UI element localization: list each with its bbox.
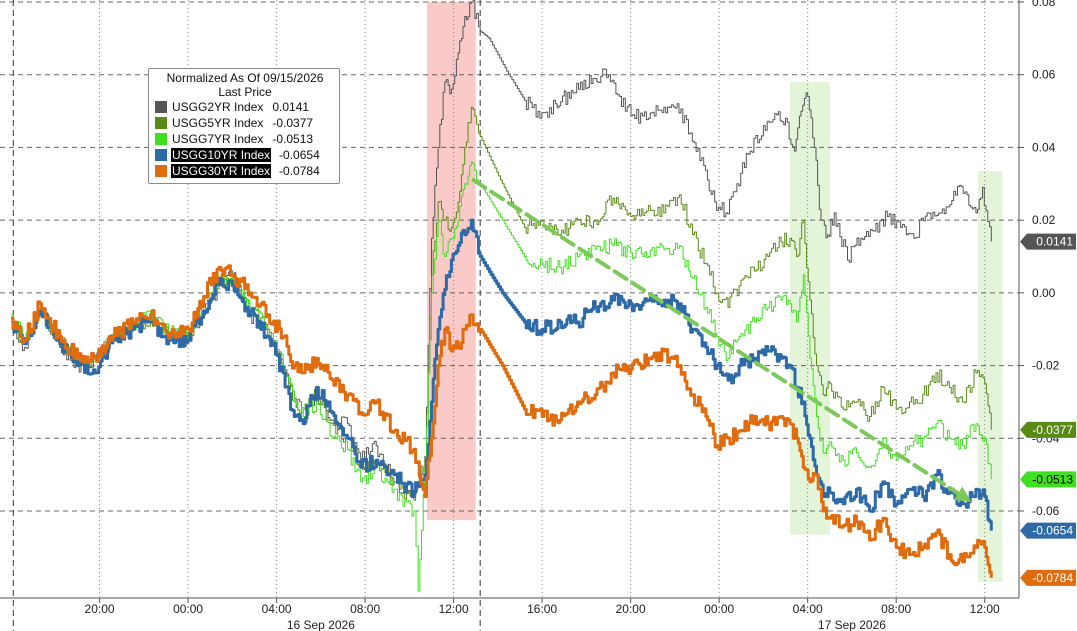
- legend-entry-2yr: USGG2YR Index 0.0141: [155, 99, 335, 115]
- x-tick-label: 08:00: [350, 602, 380, 616]
- last-value-tag: -0.0654: [1020, 522, 1076, 539]
- last-value-tag-label: -0.0513: [1032, 472, 1073, 486]
- series-lines: [11, 0, 993, 592]
- last-value-tag: -0.0784: [1020, 569, 1076, 586]
- legend-swatch: [155, 149, 167, 161]
- x-tick-label: 12:00: [970, 602, 1000, 616]
- legend-swatch: [155, 117, 167, 129]
- series-line: [11, 264, 993, 578]
- trend-arrow-head: [953, 486, 972, 502]
- legend-entry-7yr: USGG7YR Index -0.0513: [155, 131, 335, 147]
- highlight-band: [789, 81, 830, 535]
- last-value-tag-label: -0.0377: [1032, 423, 1073, 437]
- legend-series-value: -0.0377: [272, 116, 314, 130]
- x-tick-label: 04:00: [262, 602, 292, 616]
- legend-entry-5yr: USGG5YR Index -0.0377: [155, 115, 335, 131]
- legend: Normalized As Of 09/15/2026 Last Price U…: [148, 68, 340, 184]
- last-value-tag-bg: [1020, 421, 1076, 438]
- grid-lines: [0, 0, 1019, 631]
- legend-series-name: USGG5YR Index: [172, 116, 264, 130]
- date-label: 16 Sep 2026: [287, 618, 355, 631]
- legend-entry-30yr: USGG30YR Index -0.0784: [155, 163, 335, 179]
- legend-series-value: -0.0654: [279, 148, 320, 162]
- legend-swatch: [155, 133, 167, 145]
- y-tick-label: 0.00: [1032, 286, 1056, 300]
- x-tick-label: 08:00: [881, 602, 911, 616]
- y-tick-label: -0.02: [1032, 359, 1060, 373]
- last-value-tag: 0.0141: [1020, 233, 1076, 250]
- legend-series-name: USGG7YR Index: [172, 132, 264, 146]
- x-tick-label: 20:00: [85, 602, 115, 616]
- x-tick-label: 00:00: [173, 602, 203, 616]
- series-line: [11, 218, 993, 531]
- legend-series-name: USGG2YR Index: [172, 100, 264, 114]
- y-tick-label: 0.04: [1032, 140, 1056, 154]
- trend-arrow: [471, 178, 972, 502]
- x-tick-label: 00:00: [704, 602, 734, 616]
- x-tick-label: 12:00: [439, 602, 469, 616]
- legend-series-name: USGG30YR Index: [171, 164, 272, 178]
- y-tick-label: -0.06: [1032, 504, 1060, 518]
- y-tick-label: 0.02: [1032, 213, 1056, 227]
- last-value-tag-label: -0.0654: [1032, 524, 1073, 538]
- last-value-tag-bg: [1020, 471, 1076, 488]
- highlight-bands: [427, 2, 1003, 582]
- last-value-tag-label: 0.0141: [1036, 235, 1073, 249]
- legend-entry-10yr: USGG10YR Index -0.0654: [155, 147, 335, 163]
- legend-series-value: -0.0784: [279, 164, 320, 178]
- y-tick-label: 0.06: [1032, 68, 1056, 82]
- x-tick-label: 04:00: [793, 602, 823, 616]
- y-tick-label: 0.08: [1032, 0, 1056, 9]
- legend-header: Normalized As Of 09/15/2026: [166, 71, 324, 85]
- x-tick-label: 16:00: [527, 602, 557, 616]
- date-label: 17 Sep 2026: [818, 618, 886, 631]
- legend-series-name: USGG10YR Index: [171, 148, 272, 162]
- last-value-tag: -0.0377: [1020, 421, 1076, 438]
- last-value-tag-bg: [1020, 233, 1076, 250]
- last-value-tag: -0.0513: [1020, 471, 1076, 488]
- highlight-band: [978, 171, 1003, 582]
- x-tick-label: 20:00: [616, 602, 646, 616]
- legend-subheader: Last Price: [218, 85, 272, 99]
- legend-series-value: 0.0141: [272, 100, 310, 114]
- last-value-tag-bg: [1020, 569, 1076, 586]
- legend-series-value: -0.0513: [272, 132, 314, 146]
- legend-swatch: [155, 165, 167, 177]
- last-value-tag-label: -0.0784: [1032, 571, 1073, 585]
- trend-arrow-line: [471, 178, 964, 498]
- legend-swatch: [155, 101, 167, 113]
- last-value-tag-bg: [1020, 522, 1076, 539]
